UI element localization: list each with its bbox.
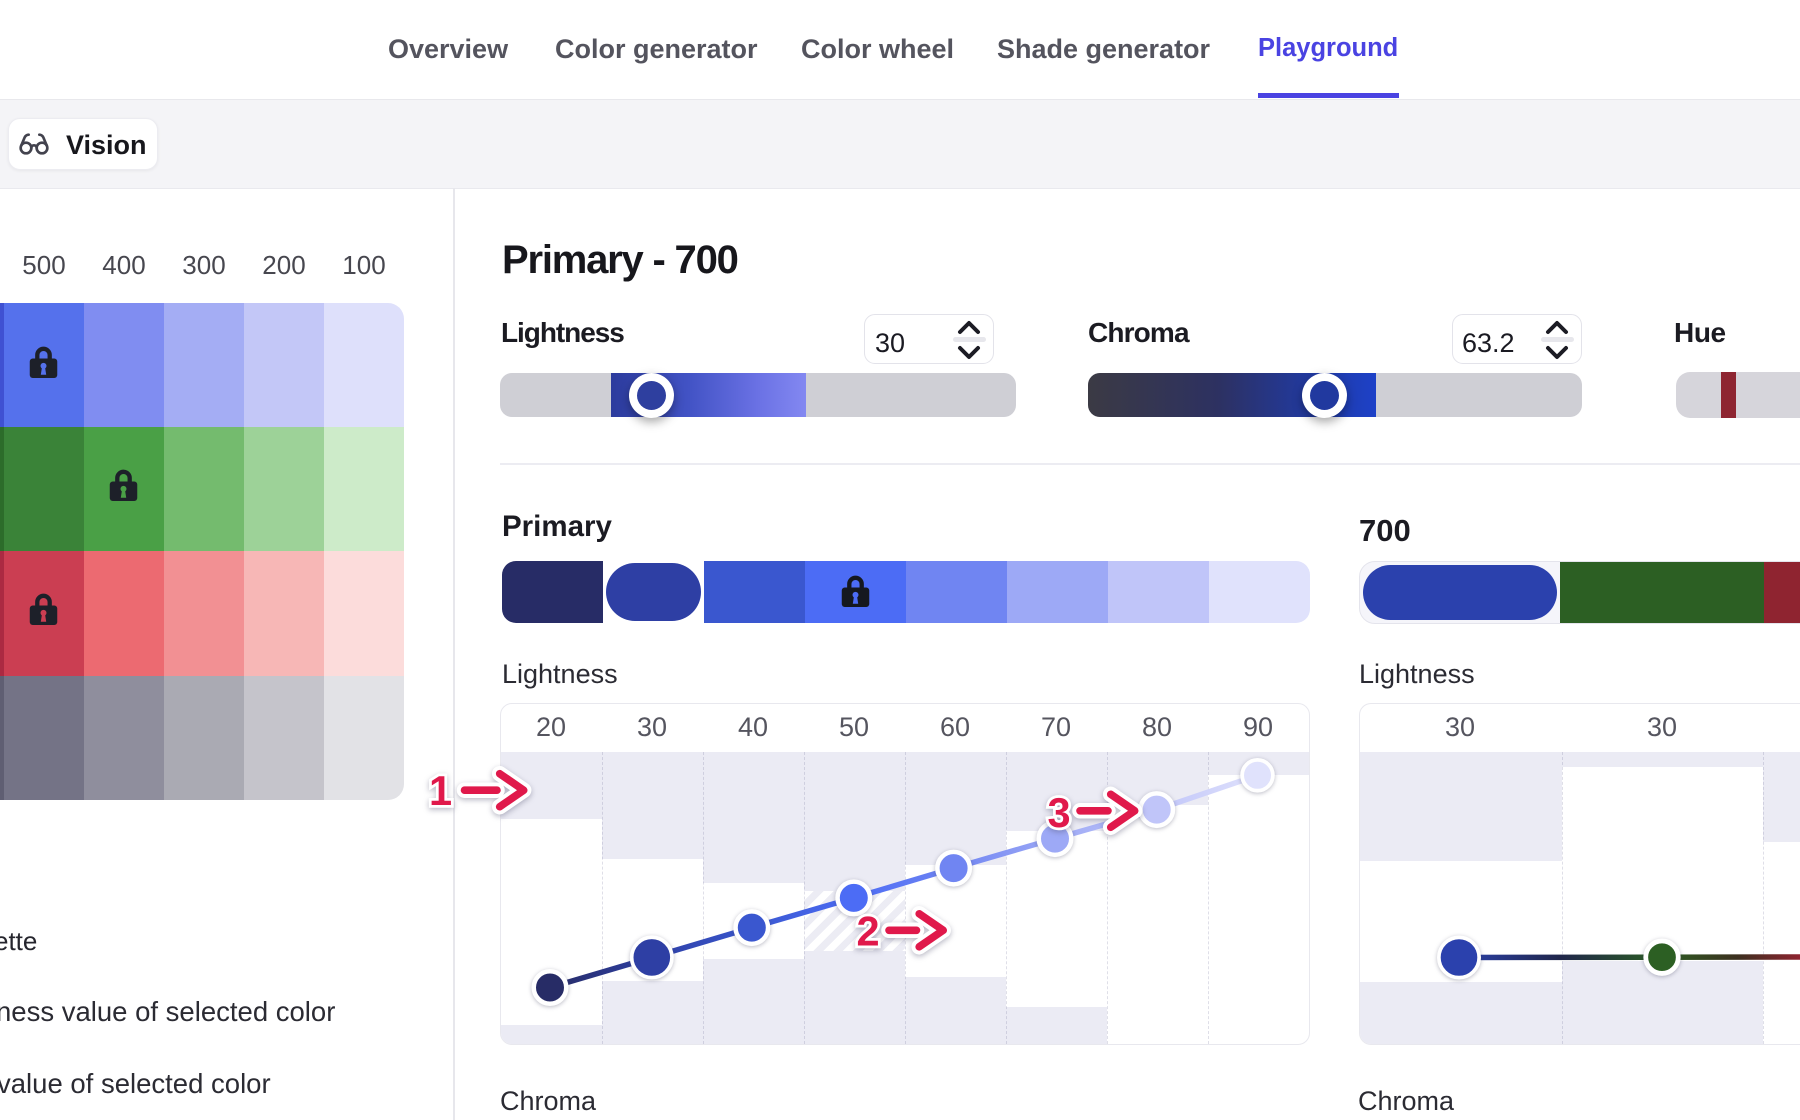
svg-text:2: 2 <box>857 908 880 955</box>
svg-text:1: 1 <box>429 767 452 814</box>
svg-text:3: 3 <box>1048 789 1071 836</box>
